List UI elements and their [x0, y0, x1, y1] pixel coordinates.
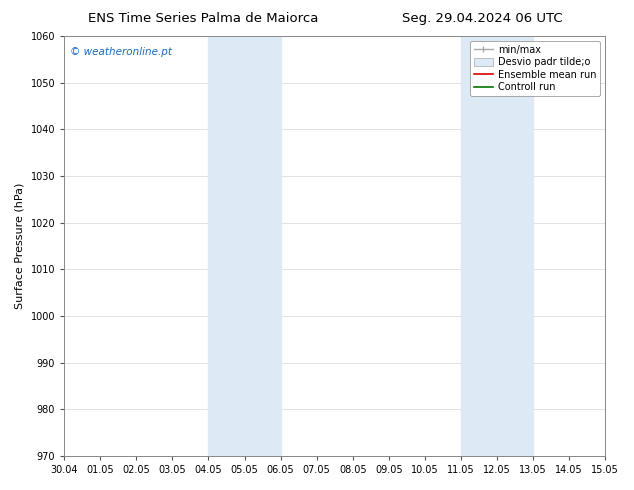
Text: © weatheronline.pt: © weatheronline.pt [70, 47, 172, 57]
Bar [209, 36, 281, 456]
Legend: min/max, Desvio padr tilde;o, Ensemble mean run, Controll run: min/max, Desvio padr tilde;o, Ensemble m… [470, 41, 600, 96]
Text: ENS Time Series Palma de Maiorca: ENS Time Series Palma de Maiorca [87, 12, 318, 25]
Text: Seg. 29.04.2024 06 UTC: Seg. 29.04.2024 06 UTC [401, 12, 562, 25]
Y-axis label: Surface Pressure (hPa): Surface Pressure (hPa) [15, 183, 25, 309]
Bar [461, 36, 533, 456]
